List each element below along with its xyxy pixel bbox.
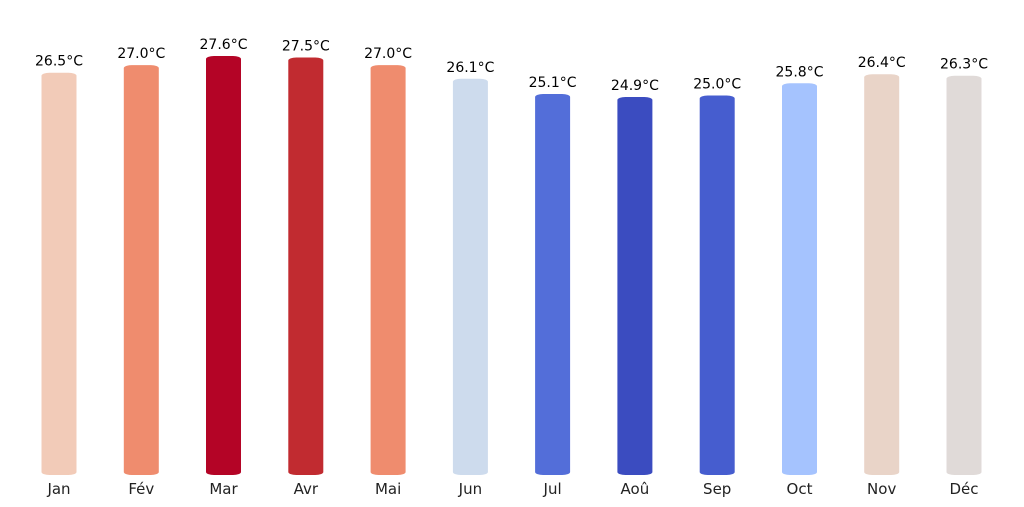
bar-6 <box>535 94 571 475</box>
value-label-1: 27.0°C <box>117 46 165 62</box>
bars-group <box>41 56 982 476</box>
x-tick-label-7: Aoû <box>621 480 650 498</box>
bar-1 <box>123 65 159 475</box>
value-label-4: 27.0°C <box>364 46 412 62</box>
x-tick-label-9: Oct <box>787 480 813 498</box>
x-tick-label-5: Jun <box>458 480 482 498</box>
bar-10 <box>864 74 900 475</box>
x-tick-label-0: Jan <box>46 480 70 498</box>
x-tick-label-8: Sep <box>703 480 731 498</box>
bar-11 <box>946 75 982 475</box>
x-tick-label-2: Mar <box>209 480 238 498</box>
bar-7 <box>617 97 653 475</box>
value-label-0: 26.5°C <box>35 54 83 70</box>
bar-4 <box>370 65 406 475</box>
bar-2 <box>206 56 241 475</box>
value-label-7: 24.9°C <box>611 78 659 94</box>
value-label-11: 26.3°C <box>940 57 988 73</box>
value-label-10: 26.4°C <box>858 55 906 71</box>
bar-5 <box>452 78 488 476</box>
x-tick-label-3: Avr <box>294 480 319 498</box>
bar-9 <box>782 83 817 476</box>
bar-3 <box>288 57 324 475</box>
value-labels-group: 26.5°C 27.0°C 27.6°C 27.5°C 27.0°C 26.1°C 25.1… <box>35 37 988 94</box>
x-tick-label-10: Nov <box>867 480 896 498</box>
bar-8 <box>699 95 735 475</box>
x-tick-label-6: Jul <box>543 480 562 498</box>
value-label-5: 26.1°C <box>446 60 494 76</box>
value-label-3: 27.5°C <box>282 39 330 55</box>
value-label-2: 27.6°C <box>200 37 248 53</box>
bar-0 <box>41 72 77 475</box>
x-tick-labels-group: Jan Fév Mar Avr Mai Jun Jul Aoû Sep Oct Nov Déc <box>46 480 978 498</box>
x-tick-label-4: Mai <box>375 480 401 498</box>
value-label-6: 25.1°C <box>529 75 577 91</box>
x-tick-label-1: Fév <box>128 480 154 498</box>
x-tick-label-11: Déc <box>949 480 978 498</box>
value-label-8: 25.0°C <box>693 77 741 93</box>
value-label-9: 25.8°C <box>776 64 824 80</box>
